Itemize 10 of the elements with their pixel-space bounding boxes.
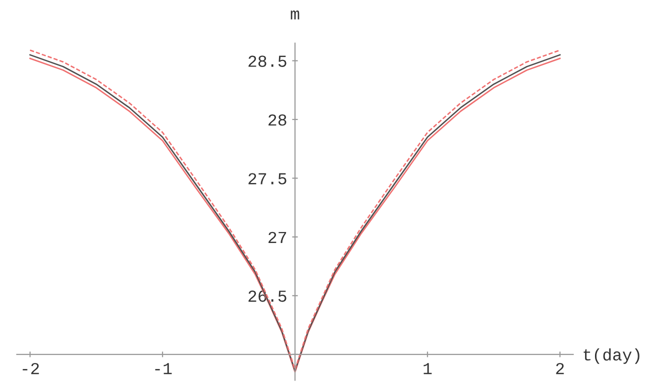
y-tick-label: 28 (268, 114, 286, 126)
x-tick-label: 2 (556, 362, 564, 374)
x-tick-label: -1 (155, 363, 172, 374)
y-tick-label: 28.5 (248, 56, 286, 67)
x-tick-label: 1 (424, 363, 432, 374)
y-tick-label: 27.5 (248, 173, 286, 184)
y-axis-title: m (290, 10, 300, 20)
x-tick-label: -2 (22, 362, 39, 374)
y-tick-label: 27 (268, 232, 286, 243)
x-axis-title: t(day) (584, 348, 640, 364)
